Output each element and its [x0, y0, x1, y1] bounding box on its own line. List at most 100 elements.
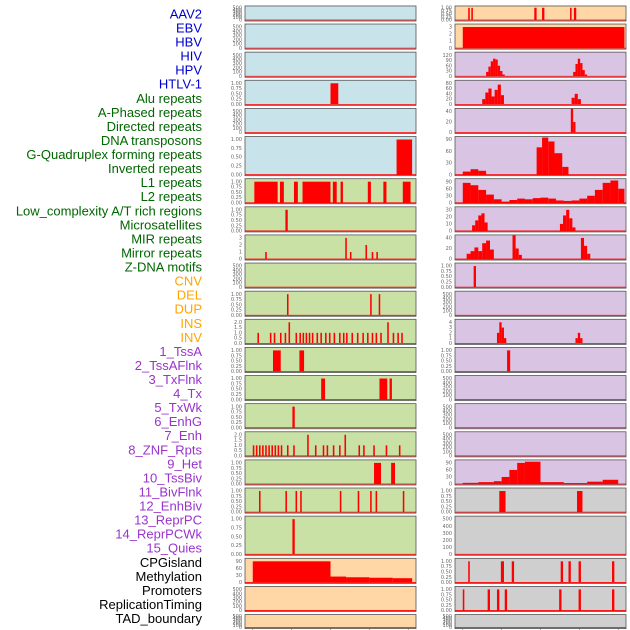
y-tick-label: 400 [442, 296, 452, 302]
y-tick-label: 0.50 [231, 415, 242, 421]
data-bar [542, 7, 545, 21]
y-tick-label: 0 [449, 552, 452, 558]
panel-background [454, 262, 627, 289]
panel-background [454, 51, 627, 78]
panel-background [244, 431, 417, 458]
data-bar [488, 66, 491, 77]
y-tick-label: 0 [449, 229, 452, 235]
y-tick-label: 200 [232, 37, 242, 43]
y-tick-label: 0.50 [441, 274, 452, 280]
y-tick-label: 1.00 [231, 292, 242, 298]
y-tick-label: 0.50 [231, 471, 242, 477]
right-panel: 1.000.750.500.250.00 [441, 347, 627, 375]
y-tick-label: 200 [442, 389, 452, 395]
track-label: 3_TxFlnk [149, 372, 203, 387]
panel-background [244, 5, 417, 22]
data-bar [285, 491, 287, 513]
data-bar [478, 482, 494, 485]
data-bar [582, 70, 585, 77]
track-label: 9_Het [167, 456, 202, 471]
y-tick-label: 0 [449, 313, 452, 319]
data-bar [314, 445, 317, 456]
y-tick-label: 0 [449, 482, 452, 488]
track-label: TAD_boundary [116, 611, 203, 626]
data-bar [566, 209, 570, 231]
data-bar [273, 332, 276, 344]
right-panel: 1.000.750.500.250.00 [441, 262, 627, 291]
y-tick-label: 100 [442, 623, 452, 629]
y-tick-label: 0.25 [441, 504, 452, 510]
y-tick-label: 0.25 [231, 420, 242, 426]
track-label: DUP [175, 302, 202, 317]
data-bar [288, 322, 291, 344]
panel-background [454, 487, 627, 514]
data-bar [357, 491, 360, 513]
data-bar [293, 181, 298, 203]
data-bar [376, 252, 378, 260]
y-tick-label: 1.00 [441, 489, 452, 495]
data-bar [578, 589, 581, 611]
y-tick-label: 100 [442, 309, 452, 315]
track-label: 1_TssA [159, 344, 202, 359]
y-tick-label: 1.00 [231, 376, 242, 382]
panel-background [454, 403, 627, 430]
data-bar [587, 253, 591, 260]
data-bar [392, 578, 413, 583]
panel-background [244, 206, 417, 233]
data-bar [269, 332, 272, 344]
track-label: A-Phased repeats [98, 105, 203, 120]
data-bar [295, 332, 298, 344]
data-bar [257, 332, 259, 344]
data-bar [573, 7, 577, 21]
y-tick-label: 0.00 [231, 482, 242, 488]
y-tick-label: 300 [232, 595, 242, 601]
panel-background [454, 515, 627, 556]
y-tick-label: 500 [232, 25, 242, 31]
data-bar [511, 561, 515, 583]
track-label: 11_BivFlnk [139, 484, 203, 499]
data-bar [356, 332, 359, 344]
y-tick-label: 0 [239, 285, 242, 291]
panel-background [454, 290, 627, 317]
data-bar [470, 185, 479, 203]
data-bar [559, 589, 562, 611]
y-tick-label: 60 [446, 149, 452, 155]
data-bar [293, 445, 295, 456]
y-tick-label: 30 [446, 69, 452, 75]
data-bar [321, 378, 326, 400]
data-bar [279, 181, 284, 203]
data-bar [268, 445, 270, 456]
data-bar [501, 476, 510, 485]
track-label: 6_EnhG [154, 414, 202, 429]
y-tick-label: 500 [442, 517, 452, 523]
data-bar [299, 350, 305, 372]
y-tick-label: 0.5 [234, 336, 242, 342]
y-tick-label: 0.75 [231, 381, 242, 387]
y-tick-label: 400 [442, 380, 452, 386]
y-tick-label: 0 [449, 102, 452, 108]
left-column-panels: 5004003002001000500400300200100050040030… [231, 5, 417, 630]
panel-background [244, 234, 417, 261]
data-bar [402, 181, 411, 203]
data-bar [271, 445, 273, 456]
y-tick-label: 200 [442, 621, 452, 627]
y-tick-label: 1.0 [234, 443, 242, 449]
data-bar [385, 445, 388, 456]
data-bar [462, 589, 465, 611]
data-bar [392, 332, 395, 344]
y-tick-label: 0.75 [231, 353, 242, 359]
data-bar [518, 254, 522, 260]
data-bar [370, 491, 372, 513]
y-tick-label: 300 [232, 117, 242, 123]
track-label: HTLV-1 [159, 77, 202, 92]
panel-background [454, 557, 627, 584]
y-tick-label: 40 [446, 91, 452, 97]
track-label: Methylation [136, 569, 202, 584]
data-bar [580, 338, 583, 344]
y-tick-label: 0.25 [231, 364, 242, 370]
data-bar [509, 469, 518, 485]
y-tick-label: 300 [232, 10, 242, 16]
data-bar [569, 218, 573, 231]
